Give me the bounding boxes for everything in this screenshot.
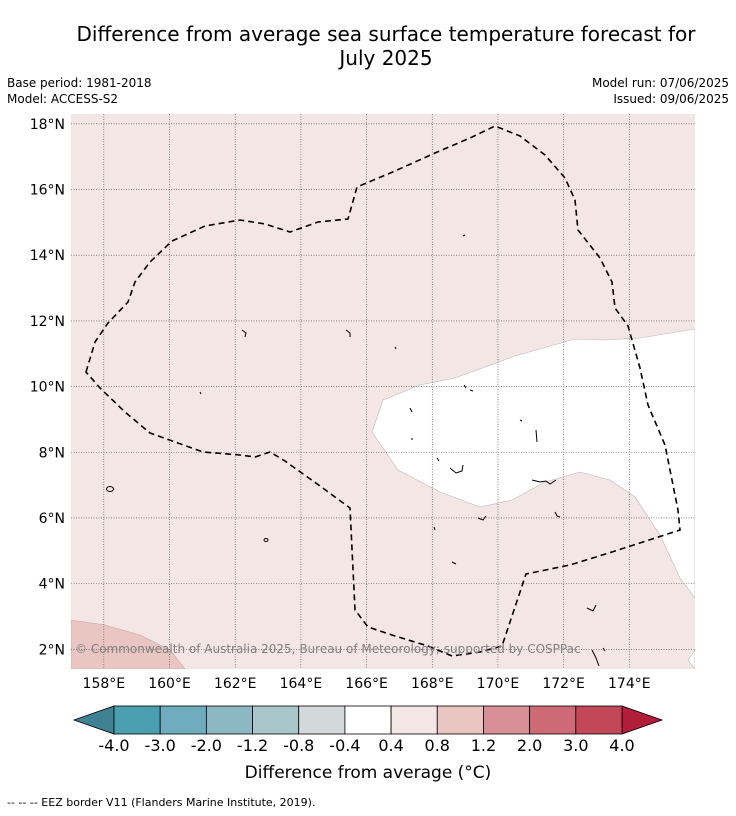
colorbar-tick-label: -1.2	[237, 736, 268, 755]
colorbar-title: Difference from average (°C)	[244, 763, 492, 783]
neutral-corner-region	[687, 649, 695, 669]
colorbar: -4.0 -3.0 -2.0 -1.2 -0.8 -0.4 0.4 0.8 1.2 2.0 3.0 4…	[72, 705, 664, 755]
metadata-left: Base period: 1981-2018 Model: ACCESS-S2	[7, 75, 152, 107]
warm-anomaly-patch	[71, 619, 186, 669]
gridlines	[71, 114, 695, 669]
island	[462, 234, 466, 237]
base-period: Base period: 1981-2018	[7, 76, 152, 90]
colorbar-tick-label: -0.4	[329, 736, 360, 755]
issued-date: Issued: 09/06/2025	[613, 92, 729, 106]
footer-note: -- -- -- EEZ border V11 (Flanders Marine…	[7, 796, 316, 809]
island	[531, 479, 557, 485]
colorbar-over-arrow	[621, 705, 664, 735]
longitude-tick-label: 158°E	[83, 676, 126, 692]
model-name: Model: ACCESS-S2	[7, 92, 119, 106]
island	[263, 538, 269, 542]
latitude-tick-label: 10°N	[30, 380, 65, 396]
colorbar-tick-label: -2.0	[191, 736, 222, 755]
latitude-tick-label: 14°N	[30, 248, 65, 264]
colorbar-tick-label: 1.2	[471, 736, 496, 755]
colorbar-segment	[252, 705, 300, 735]
island	[451, 561, 457, 565]
island	[449, 464, 464, 474]
island	[409, 407, 440, 462]
chart-title: Difference from average sea surface temp…	[40, 22, 732, 70]
latitude-labels: 18°N 16°N 14°N 12°N 10°N 8°N 6°N 4°N 2°N	[30, 117, 65, 658]
island	[106, 486, 114, 492]
colorbar-tick-label: -3.0	[145, 736, 176, 755]
longitude-tick-label: 160°E	[148, 676, 191, 692]
colorbar-segment	[436, 705, 484, 735]
colorbar-tick-label: 3.0	[563, 736, 588, 755]
longitude-tick-label: 166°E	[345, 676, 388, 692]
colorbar-tick-label: -4.0	[98, 736, 129, 755]
colorbar-segment	[483, 705, 531, 735]
island	[519, 419, 538, 443]
longitude-tick-label: 162°E	[214, 676, 257, 692]
longitude-tick-label: 168°E	[411, 676, 454, 692]
colorbar-segment	[159, 705, 207, 735]
colorbar-tick-label: 0.8	[425, 736, 450, 755]
copyright-text: © Commonwealth of Australia 2025, Bureau…	[75, 642, 581, 656]
colorbar-under-arrow	[72, 705, 115, 735]
neutral-anomaly-region	[371, 328, 695, 599]
island	[199, 346, 436, 531]
island	[345, 329, 351, 337]
island	[554, 511, 561, 518]
longitude-tick-label: 174°E	[608, 676, 651, 692]
latitude-tick-label: 8°N	[39, 445, 65, 461]
longitude-labels: 158°E 160°E 162°E 164°E 166°E 168°E 170°E 172°E…	[83, 676, 651, 692]
colorbar-tick-label: -0.8	[283, 736, 314, 755]
island-outlines	[106, 234, 606, 667]
colorbar-segment	[298, 705, 346, 735]
colorbar-segment	[390, 705, 438, 735]
colorbar-segment	[575, 705, 623, 735]
colorbar-segment	[205, 705, 253, 735]
colorbar-segment	[344, 705, 392, 735]
colorbar-tick-label: 0.4	[378, 736, 403, 755]
title-line-2: July 2025	[339, 46, 433, 70]
eez-border	[85, 125, 681, 657]
model-run: Model run: 07/06/2025	[591, 76, 729, 90]
colorbar-segment	[529, 705, 577, 735]
colorbar-tick-label: 4.0	[609, 736, 634, 755]
longitude-tick-label: 170°E	[477, 676, 520, 692]
latitude-tick-label: 2°N	[39, 642, 65, 658]
longitude-tick-label: 172°E	[542, 676, 585, 692]
latitude-tick-label: 12°N	[30, 314, 65, 330]
colorbar-tick-label: 2.0	[517, 736, 542, 755]
latitude-tick-label: 18°N	[30, 117, 65, 133]
latitude-tick-label: 16°N	[30, 183, 65, 199]
colorbar-segment	[113, 705, 161, 735]
latitude-tick-label: 6°N	[39, 511, 65, 527]
map-area: © Commonwealth of Australia 2025, Bureau…	[71, 114, 695, 669]
island	[463, 384, 474, 392]
longitude-tick-label: 164°E	[280, 676, 323, 692]
island	[477, 515, 487, 521]
title-line-1: Difference from average sea surface temp…	[76, 22, 696, 46]
island	[602, 647, 606, 652]
island	[591, 649, 600, 667]
metadata-right: Model run: 07/06/2025 Issued: 09/06/2025	[592, 75, 729, 107]
island	[241, 329, 247, 338]
island	[586, 604, 597, 612]
latitude-tick-label: 4°N	[39, 577, 65, 593]
